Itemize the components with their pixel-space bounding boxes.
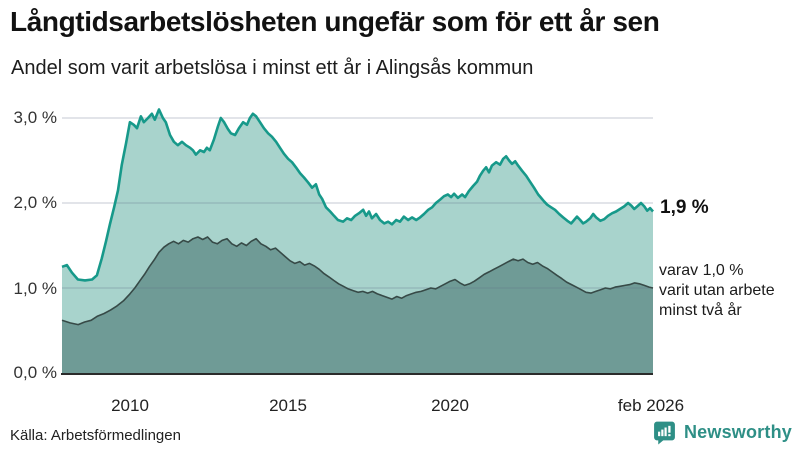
subseries-annotation: varav 1,0 % varit utan arbete minst två … xyxy=(659,261,775,321)
y-axis-tick-1pct: 1,0 % xyxy=(13,279,57,298)
y-axis-tick-2pct: 2,0 % xyxy=(13,193,57,212)
newsworthy-wordmark: Newsworthy xyxy=(683,422,792,442)
x-axis-tick-feb2026: feb 2026 xyxy=(617,396,685,415)
series-end-value-label: 1,9 % xyxy=(660,197,709,218)
page-title: Långtidsarbetslösheten ungefär som för e… xyxy=(10,6,660,37)
subseries-annotation-line3: minst två år xyxy=(659,302,742,319)
subseries-annotation-line1: varav 1,0 % xyxy=(659,262,744,279)
x-axis-tick-2015: 2015 xyxy=(269,396,307,415)
source-credit: Källa: Arbetsförmedlingen xyxy=(10,427,181,444)
chart-subtitle: Andel som varit arbetslösa i minst ett å… xyxy=(11,57,534,79)
x-axis-tick-2010: 2010 xyxy=(111,396,149,415)
y-axis-tick-3pct: 3,0 % xyxy=(13,108,57,127)
y-axis-tick-0pct: 0,0 % xyxy=(13,363,57,382)
subseries-annotation-line2: varit utan arbete xyxy=(659,282,775,299)
newsworthy-logo-icon xyxy=(654,421,675,445)
newsworthy-logo: Newsworthy xyxy=(652,420,792,445)
x-axis-tick-2020: 2020 xyxy=(431,396,469,415)
